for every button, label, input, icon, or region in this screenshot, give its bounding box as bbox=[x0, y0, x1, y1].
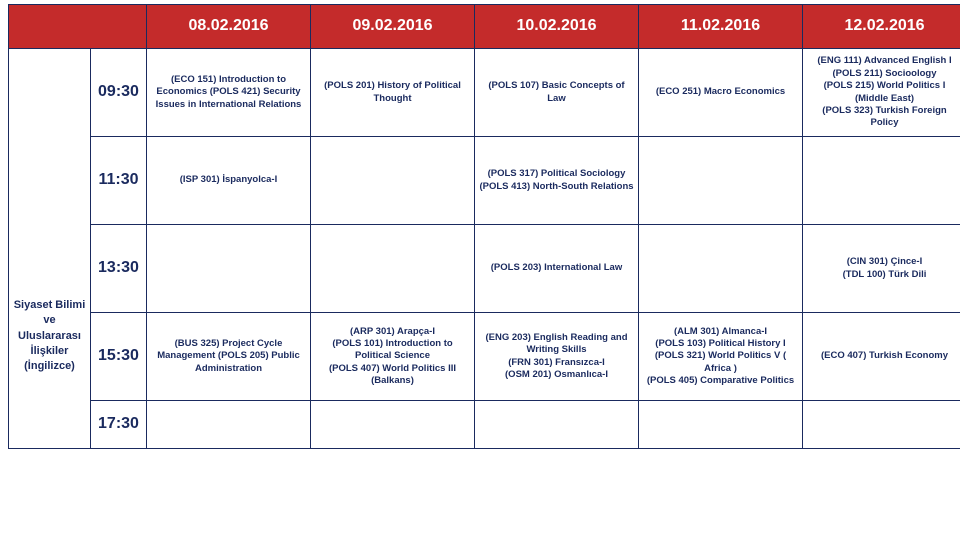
date-header: 08.02.2016 bbox=[147, 5, 311, 49]
schedule-row: 17:30 bbox=[9, 401, 960, 449]
course-cell: (ENG 111) Advanced English I (POLS 211) … bbox=[803, 49, 960, 137]
course-cell: (ECO 407) Turkish Economy bbox=[803, 313, 960, 401]
date-header: 10.02.2016 bbox=[475, 5, 639, 49]
course-cell bbox=[147, 401, 311, 449]
course-cell bbox=[311, 225, 475, 313]
course-cell: (ECO 151) Introduction to Economics (POL… bbox=[147, 49, 311, 137]
department-cell: Siyaset Bilimi ve Uluslararası İlişkiler… bbox=[9, 225, 91, 449]
date-header: 09.02.2016 bbox=[311, 5, 475, 49]
course-cell: (ENG 203) English Reading and Writing Sk… bbox=[475, 313, 639, 401]
date-header-row: 08.02.2016 09.02.2016 10.02.2016 11.02.2… bbox=[9, 5, 960, 49]
course-cell bbox=[803, 137, 960, 225]
course-cell: (POLS 201) History of Political Thought bbox=[311, 49, 475, 137]
schedule-row: 09:30 (ECO 151) Introduction to Economic… bbox=[9, 49, 960, 137]
schedule-row: 11:30 (ISP 301) İspanyolca-I (POLS 317) … bbox=[9, 137, 960, 225]
date-header: 12.02.2016 bbox=[803, 5, 960, 49]
course-cell: (POLS 107) Basic Concepts of Law bbox=[475, 49, 639, 137]
course-cell bbox=[147, 225, 311, 313]
course-cell: (ALM 301) Almanca-I (POLS 103) Political… bbox=[639, 313, 803, 401]
schedule-row: 15:30 (BUS 325) Project Cycle Management… bbox=[9, 313, 960, 401]
course-cell bbox=[803, 401, 960, 449]
date-header: 11.02.2016 bbox=[639, 5, 803, 49]
course-cell bbox=[475, 401, 639, 449]
course-cell: (CIN 301) Çince-I (TDL 100) Türk Dili bbox=[803, 225, 960, 313]
time-cell: 13:30 bbox=[91, 225, 147, 313]
course-cell: (BUS 325) Project Cycle Management (POLS… bbox=[147, 313, 311, 401]
course-cell: (POLS 203) International Law bbox=[475, 225, 639, 313]
course-cell: (ARP 301) Arapça-I (POLS 101) Introducti… bbox=[311, 313, 475, 401]
course-cell bbox=[311, 137, 475, 225]
course-cell bbox=[311, 401, 475, 449]
course-cell bbox=[639, 137, 803, 225]
time-cell: 09:30 bbox=[91, 49, 147, 137]
course-cell: (ECO 251) Macro Economics bbox=[639, 49, 803, 137]
schedule-table: 08.02.2016 09.02.2016 10.02.2016 11.02.2… bbox=[8, 4, 960, 449]
side-spacer bbox=[9, 49, 91, 225]
time-cell: 15:30 bbox=[91, 313, 147, 401]
course-cell bbox=[639, 401, 803, 449]
time-cell: 17:30 bbox=[91, 401, 147, 449]
course-cell: (ISP 301) İspanyolca-I bbox=[147, 137, 311, 225]
header-corner bbox=[9, 5, 147, 49]
course-cell bbox=[639, 225, 803, 313]
time-cell: 11:30 bbox=[91, 137, 147, 225]
course-cell: (POLS 317) Political Sociology (POLS 413… bbox=[475, 137, 639, 225]
schedule-row: Siyaset Bilimi ve Uluslararası İlişkiler… bbox=[9, 225, 960, 313]
